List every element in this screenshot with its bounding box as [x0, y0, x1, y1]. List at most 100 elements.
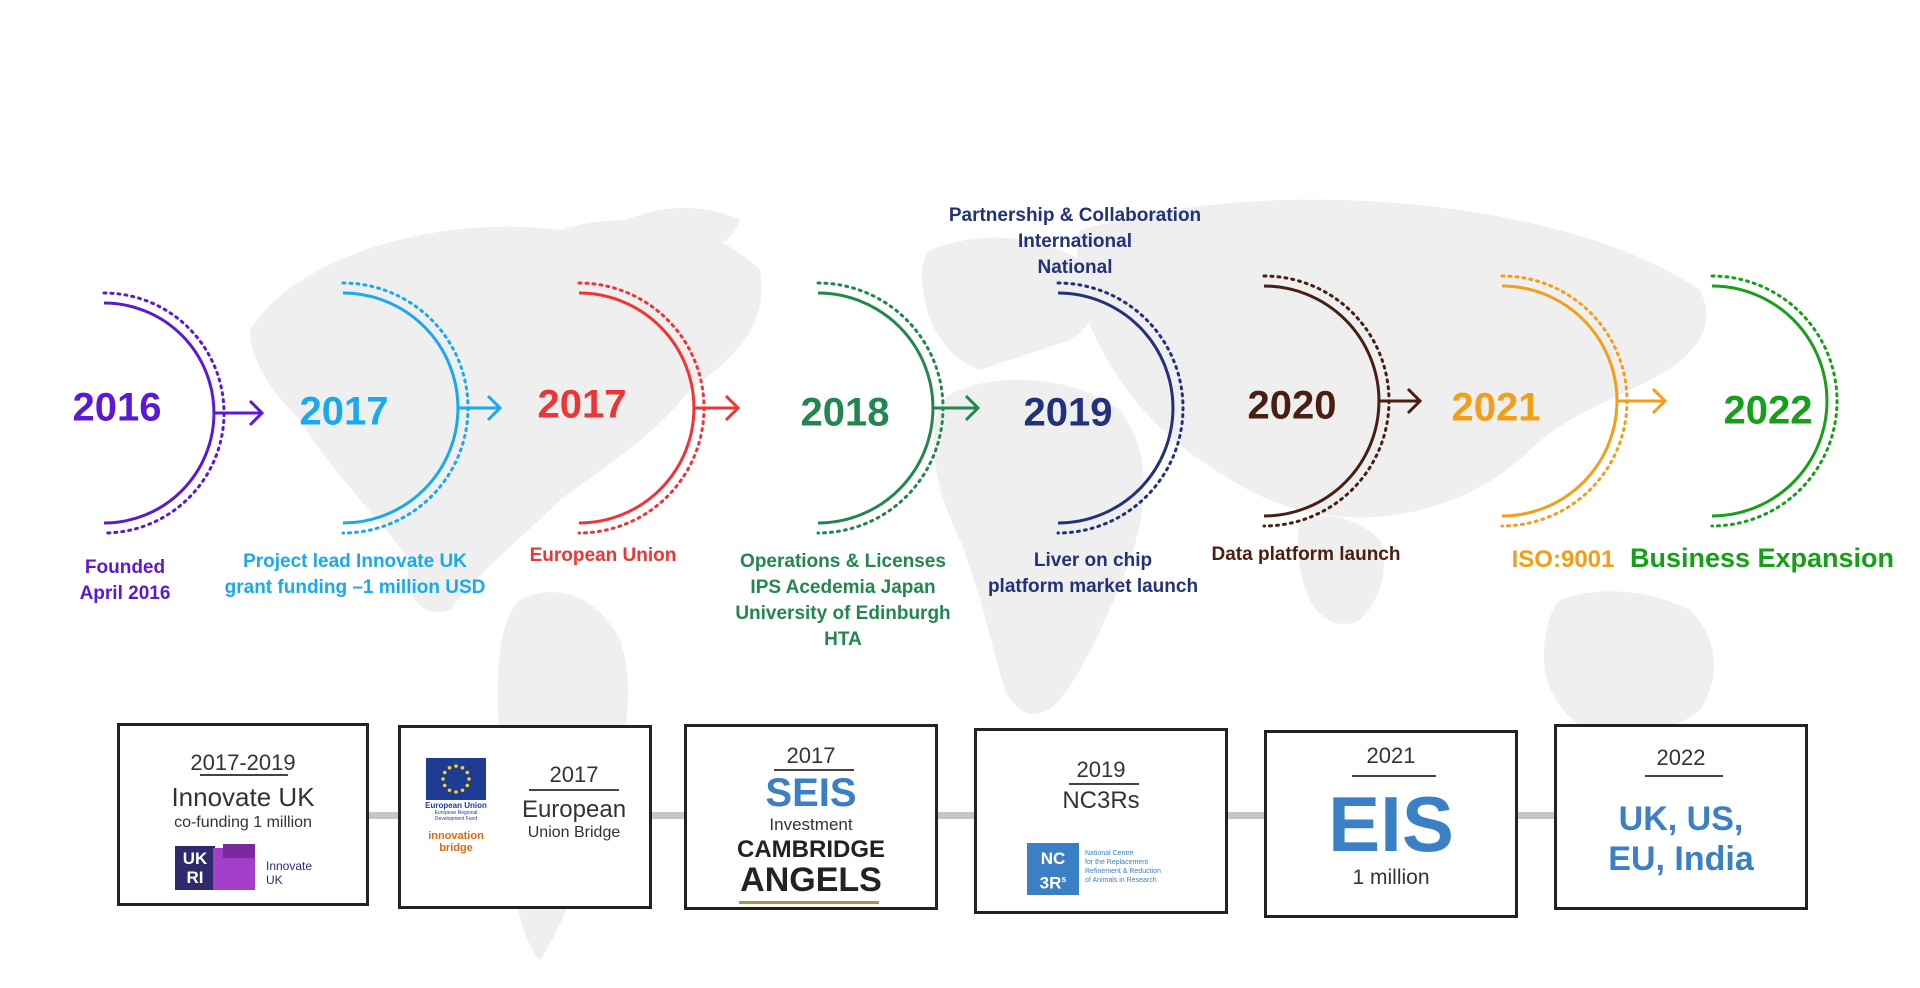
innovation-bridge-logo: innovation bridge — [423, 830, 489, 854]
partnership-note: Partnership & Collaboration Internationa… — [949, 203, 1201, 281]
eu-star-icon — [454, 790, 458, 794]
timeline-arc — [1263, 284, 1381, 518]
card-title: SEIS — [765, 771, 857, 815]
eu-star-icon — [454, 764, 458, 768]
eu-star-icon — [465, 770, 470, 775]
caption-2021: ISO:9001 — [1512, 545, 1615, 575]
eu-star-icon — [467, 777, 471, 781]
arrow-head-icon — [1406, 387, 1423, 415]
ukri-logo: UK RI — [175, 844, 263, 890]
caption-line: Business Expansion — [1629, 543, 1895, 573]
timeline-year-2022: 2022 — [1723, 388, 1813, 433]
card-subtitle: Union Bridge — [527, 824, 621, 841]
partnership-note-line: Partnership & Collaboration — [948, 205, 1202, 226]
logo-text-line: 3Rs — [1027, 869, 1079, 894]
card-connector — [1516, 812, 1554, 819]
caption-line: Founded — [84, 557, 166, 578]
card-year: 2017 — [549, 762, 599, 787]
timeline-year-2020: 2020 — [1247, 383, 1337, 428]
card-connector — [652, 812, 686, 819]
caption-line: HTA — [824, 629, 862, 650]
eu-logo-caption: European Union European Regional Develop… — [423, 802, 489, 823]
caption-line: European Union — [529, 545, 677, 566]
card-title: UK, US, — [1618, 800, 1744, 838]
ukri-logo-letters: RI — [186, 868, 204, 887]
card-year-underline — [774, 769, 854, 771]
logo-text-part: s — [1061, 874, 1067, 884]
timeline-year-2018: 2018 — [800, 390, 890, 435]
logo-text-line: Refinement & Reduction — [1085, 868, 1161, 875]
card-seis: 2017 SEIS Investment CAMBRIDGE ANGELS — [684, 724, 938, 910]
card-subtitle: Investment — [769, 815, 853, 834]
arrow-head-icon — [724, 394, 741, 422]
ukri-logo-block — [223, 844, 255, 858]
eu-star-icon — [441, 777, 445, 781]
caption-line: grant funding –1 million USD — [224, 577, 486, 598]
card-year-underline — [200, 774, 288, 776]
arrow-head-icon — [1651, 387, 1668, 415]
timeline-dotted-arc — [1710, 274, 1839, 528]
caption-line: University of Edinburgh — [735, 603, 951, 624]
nc3rs-logo-block: NC 3Rs — [1027, 843, 1079, 895]
card-year: 2017 — [786, 743, 836, 768]
logo-text-line: European Regional — [434, 810, 478, 816]
nc3rs-logo-text: National Centre for the Replacement Refi… — [1085, 849, 1161, 885]
timeline-arc — [342, 291, 460, 525]
card-subtitle: 1 million — [1352, 866, 1430, 889]
caption-line: Data platform launch — [1211, 544, 1401, 565]
caption-line: ISO:9001 — [1511, 546, 1615, 573]
caption-2017b: European Union — [530, 543, 677, 569]
caption-2016: Founded April 2016 — [80, 555, 171, 607]
partnership-note-line: National — [1037, 257, 1113, 278]
logo-text-part: 3R — [1039, 873, 1062, 893]
ukri-logo-block: UK RI — [175, 846, 215, 890]
card-connector — [938, 812, 974, 819]
caption-2019: Liver on chip platform market launch — [988, 548, 1198, 600]
eu-flag-icon — [426, 758, 486, 800]
eu-star-icon — [460, 765, 465, 770]
caption-line: Project lead Innovate UK — [243, 551, 467, 572]
timeline-year-2017a: 2017 — [299, 389, 389, 434]
timeline-arc — [817, 291, 935, 525]
card-year: 2017-2019 — [190, 750, 296, 775]
logo-text-line: Development Fund — [434, 816, 478, 822]
logo-text-line: Innovate — [266, 859, 313, 873]
card-year: 2019 — [1076, 757, 1126, 782]
logo-text-line: National Centre — [1085, 850, 1134, 857]
caption-line: Operations & Licenses — [740, 551, 946, 572]
timeline-arc — [1711, 284, 1829, 518]
card-innovate-uk: 2017-2019 Innovate UK co-funding 1 milli… — [117, 723, 369, 906]
logo-text-line: UK — [266, 873, 283, 887]
logo-text-line: for the Replacement — [1085, 859, 1149, 866]
timeline-arc — [578, 291, 696, 525]
caption-2017a: Project lead Innovate UK grant funding –… — [225, 549, 486, 601]
caption-line: IPS Acedemia Japan — [750, 577, 936, 598]
eu-star-icon — [442, 770, 447, 775]
card-european-union: European Union European Regional Develop… — [398, 725, 652, 909]
card-nc3rs: 2019 NC3Rs NC 3Rs National Centre for th… — [974, 728, 1228, 914]
timeline-year-2017b: 2017 — [537, 382, 627, 427]
card-title: NC3Rs — [1062, 787, 1140, 814]
eu-stars-icon — [441, 764, 471, 794]
partnership-note-line: International — [1017, 231, 1132, 252]
timeline-year-2019: 2019 — [1023, 390, 1113, 435]
card-connector — [1226, 812, 1264, 819]
timeline-dotted-arc — [1056, 281, 1185, 535]
card-title: Innovate UK — [171, 782, 315, 812]
card-subtitle: co-funding 1 million — [174, 814, 312, 831]
logo-text-line: of Animals in Research — [1085, 877, 1157, 884]
logo-text-line: bridge — [439, 842, 473, 854]
arrow-head-icon — [248, 399, 265, 427]
timeline-arc — [1501, 284, 1619, 518]
ukri-logo-letters: UK — [182, 849, 208, 868]
card-year-underline — [1645, 775, 1723, 777]
eu-star-icon — [447, 765, 452, 770]
arrow-head-icon — [486, 394, 503, 422]
card-year: 2022 — [1656, 745, 1706, 770]
timeline-year-2016: 2016 — [72, 385, 162, 430]
timeline-arc — [1057, 291, 1175, 525]
card-title: EIS — [1328, 780, 1454, 868]
logo-text-line: innovation — [428, 830, 484, 842]
